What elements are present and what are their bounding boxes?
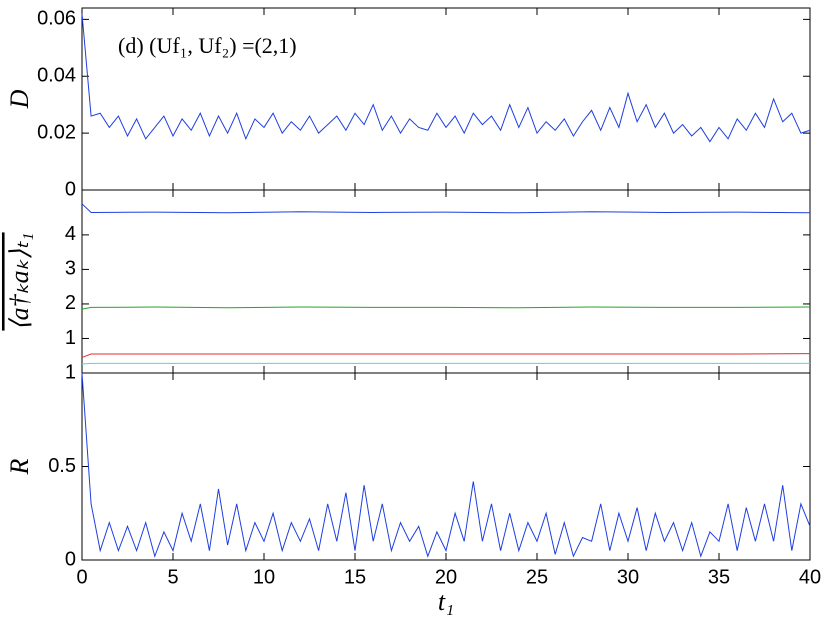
y-tick-label: 2	[65, 292, 76, 314]
plot-frame	[81, 372, 811, 561]
x-tick-label: 5	[167, 566, 178, 588]
y-axis-label: ⟨a†ₖaₖ⟩ₜ₁	[5, 232, 34, 330]
y-tick-label: 3	[65, 258, 76, 280]
y-axis-label: D	[5, 89, 34, 109]
x-tick-label: 35	[708, 566, 730, 588]
data-line	[81, 372, 811, 558]
x-tick-label: 25	[526, 566, 548, 588]
x-tick-label: 15	[344, 566, 366, 588]
y-tick-label: 4	[65, 223, 76, 245]
x-tick-label: 10	[253, 566, 275, 588]
y-tick-label: 0.02	[37, 121, 76, 143]
data-line	[81, 306, 811, 310]
x-axis-label: t₁	[438, 587, 454, 616]
y-tick-label: 0.04	[37, 65, 76, 87]
x-tick-label: 0	[76, 566, 87, 588]
y-tick-label: 0.06	[37, 8, 76, 30]
x-tick-label: 30	[617, 566, 639, 588]
y-tick-label: 0	[65, 548, 76, 570]
data-line	[81, 353, 811, 358]
x-tick-label: 20	[435, 566, 457, 588]
x-tick-label: 40	[799, 566, 821, 588]
annotation: (d) (Uf₁, Uf₂) =(2,1)	[118, 33, 297, 58]
y-tick-label: 1	[65, 327, 76, 349]
data-line	[81, 13, 811, 143]
y-tick-label: 0	[65, 178, 76, 200]
plot-frame	[81, 189, 811, 374]
y-axis-label: R	[5, 458, 34, 475]
y-tick-label: 0.5	[48, 455, 76, 477]
data-line	[81, 203, 811, 214]
data-line	[81, 362, 810, 365]
y-tick-label: 1	[65, 361, 76, 383]
